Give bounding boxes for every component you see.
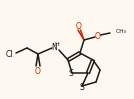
Text: S: S [69,69,73,79]
Text: O: O [95,31,101,40]
Text: O: O [76,21,82,30]
Text: O: O [35,67,41,76]
Text: N: N [51,42,57,51]
Text: Cl: Cl [5,50,13,59]
Text: CH₃: CH₃ [116,29,127,33]
Text: H: H [55,41,59,47]
Text: S: S [80,82,84,91]
